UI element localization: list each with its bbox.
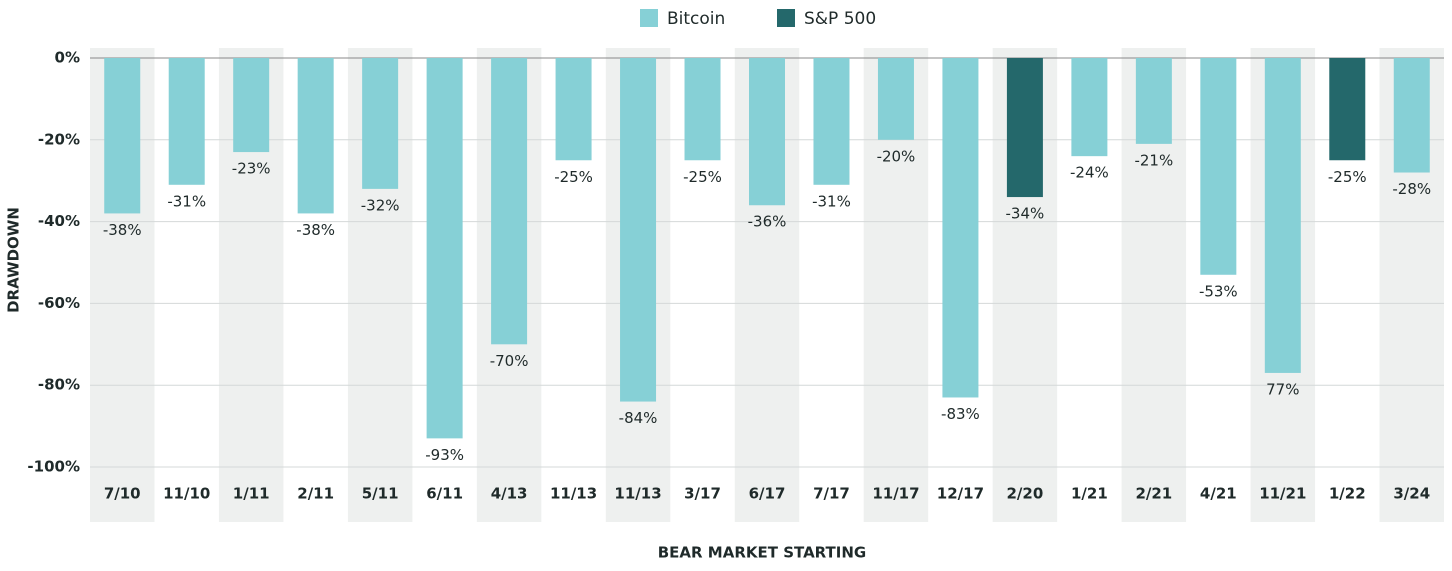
bar — [426, 58, 463, 439]
x-tick-label: 2/11 — [297, 485, 334, 503]
value-label: -25% — [554, 168, 593, 186]
legend-swatch — [640, 9, 658, 27]
x-tick-label: 6/11 — [426, 485, 463, 503]
value-label: -31% — [167, 192, 206, 210]
x-tick-label: 11/10 — [163, 485, 210, 503]
bar — [1135, 58, 1172, 144]
value-label: -93% — [425, 446, 464, 464]
bar — [749, 58, 785, 206]
y-axis-title: DRAWDOWN — [5, 207, 23, 313]
x-tick-label: 3/17 — [684, 485, 721, 503]
bar — [1200, 58, 1237, 275]
legend-label: Bitcoin — [667, 9, 725, 29]
value-label: -24% — [1070, 164, 1109, 182]
value-label: -20% — [877, 147, 916, 165]
value-label: -28% — [1392, 180, 1431, 198]
bar — [1006, 58, 1043, 198]
x-tick-label: 12/17 — [937, 485, 984, 503]
value-label: -70% — [490, 352, 529, 370]
value-label: 77% — [1266, 380, 1299, 398]
value-label: -21% — [1134, 151, 1173, 169]
bar — [620, 58, 657, 402]
bar — [297, 58, 334, 214]
x-tick-label: 5/11 — [362, 485, 399, 503]
bar — [877, 58, 914, 140]
value-label: -53% — [1199, 282, 1238, 300]
bar — [555, 58, 592, 161]
bar — [1329, 58, 1366, 161]
value-label: -32% — [361, 196, 400, 214]
bar — [1264, 58, 1301, 373]
value-label: -36% — [748, 213, 787, 231]
value-label: -83% — [941, 405, 980, 423]
value-label: -31% — [812, 192, 851, 210]
x-tick-label: 6/17 — [749, 485, 786, 503]
legend-label: S&P 500 — [804, 9, 876, 29]
x-tick-label: 3/24 — [1393, 485, 1430, 503]
x-tick-label: 11/13 — [614, 485, 661, 503]
bar — [813, 58, 850, 185]
x-tick-label: 7/17 — [813, 485, 850, 503]
x-tick-label: 4/13 — [491, 485, 528, 503]
y-tick-label: 0% — [55, 49, 80, 67]
y-tick-label: -40% — [38, 212, 80, 230]
bar — [684, 58, 721, 161]
bar — [104, 58, 141, 214]
bar — [233, 58, 270, 153]
x-tick-label: 11/17 — [872, 485, 919, 503]
x-tick-label: 7/10 — [104, 485, 141, 503]
bar — [1071, 58, 1108, 157]
value-label: -38% — [103, 221, 142, 239]
value-label: -34% — [1006, 205, 1045, 223]
value-label: -23% — [232, 160, 271, 178]
x-tick-label: 4/21 — [1200, 485, 1237, 503]
value-label: -25% — [1328, 168, 1367, 186]
x-axis-title: BEAR MARKET STARTING — [658, 544, 867, 562]
y-tick-label: -100% — [27, 458, 80, 476]
x-tick-label: 11/13 — [550, 485, 597, 503]
bar — [942, 58, 979, 398]
bar — [1393, 58, 1430, 173]
x-tick-label: 2/21 — [1135, 485, 1172, 503]
bar — [362, 58, 399, 189]
bar — [491, 58, 528, 345]
value-label: -84% — [619, 409, 658, 427]
value-label: -25% — [683, 168, 722, 186]
y-tick-label: -80% — [38, 376, 80, 394]
y-tick-label: -60% — [38, 294, 80, 312]
bar — [168, 58, 205, 185]
x-tick-label: 1/11 — [233, 485, 270, 503]
y-tick-label: -20% — [38, 130, 80, 148]
x-tick-label: 2/20 — [1007, 485, 1044, 503]
legend-swatch — [777, 9, 795, 27]
value-label: -38% — [296, 221, 335, 239]
x-tick-label: 11/21 — [1259, 485, 1306, 503]
x-tick-label: 1/21 — [1071, 485, 1108, 503]
x-tick-label: 1/22 — [1329, 485, 1366, 503]
